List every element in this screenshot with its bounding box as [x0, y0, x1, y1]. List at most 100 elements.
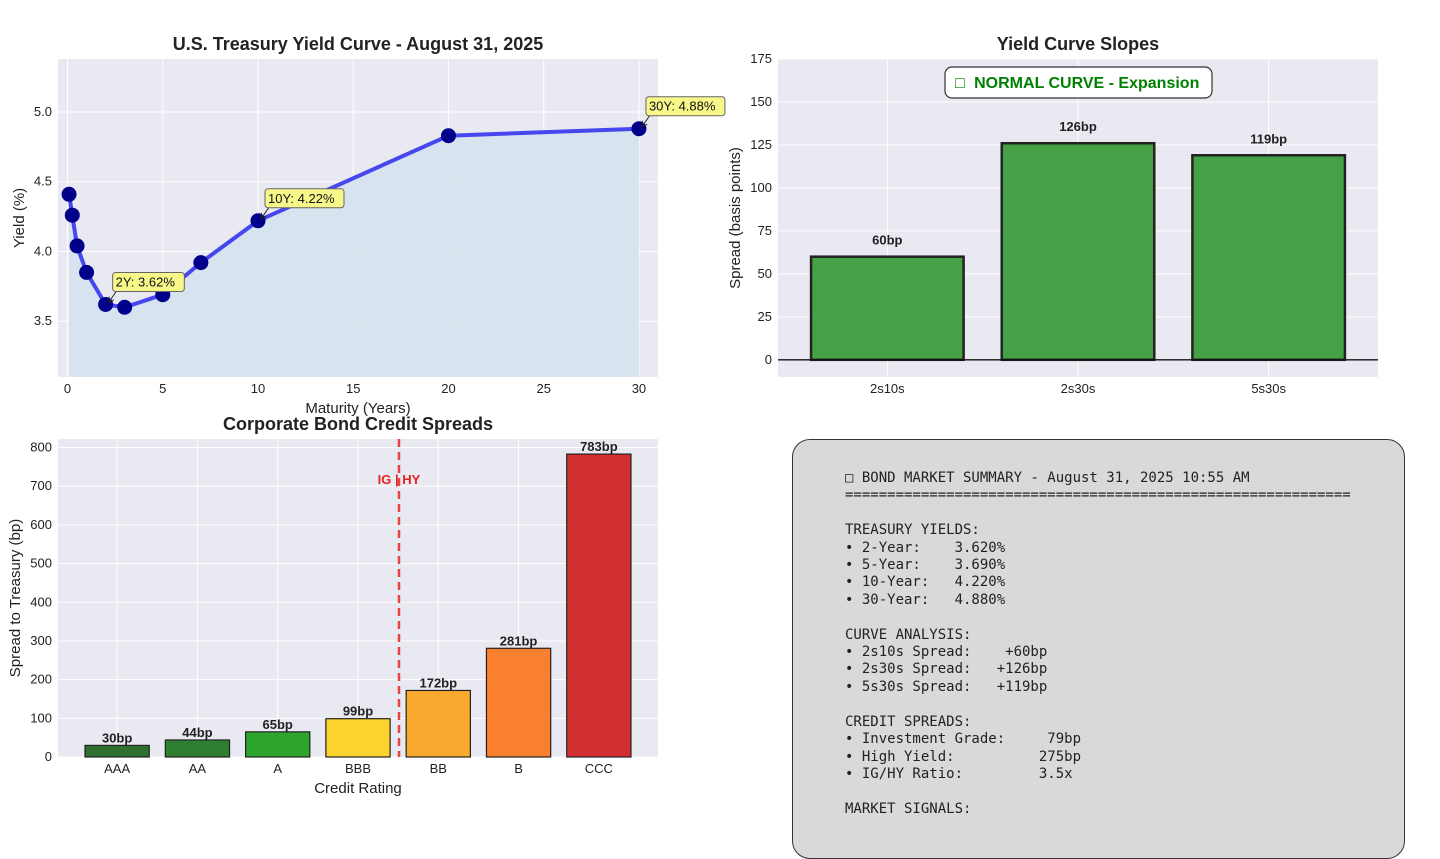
x-tick-label: 5s30s	[1251, 381, 1286, 396]
curve-slopes-y-label: Spread (basis points)	[727, 147, 744, 289]
data-point	[440, 128, 456, 144]
x-tick-label: 2s10s	[870, 381, 905, 396]
y-tick-label: 400	[30, 594, 52, 609]
y-tick-label: 50	[758, 266, 772, 281]
credit-spreads-y-ticks: 0 100 200 300 400 500 600 700 800	[30, 440, 52, 764]
yield-curve-x-ticks: 0 5 10 15 20 25 30	[64, 381, 646, 396]
summary-line: • 2s30s Spread: +126bp	[845, 661, 1048, 678]
x-tick-label: BBB	[345, 761, 371, 776]
yield-curve-panel: 0 5 10 15 20 25 30 3.5 4.0 4.5 5.0 2Y: 3.62% 10Y: …	[11, 34, 726, 417]
summary-line	[845, 696, 1351, 713]
y-tick-label: 3.5	[34, 313, 52, 328]
yield-curve-title: U.S. Treasury Yield Curve - August 31, 2…	[173, 34, 544, 54]
x-tick-label: 10	[251, 381, 265, 396]
summary-line: • High Yield: 275bp	[845, 748, 1082, 765]
y-tick-label: 4.0	[34, 243, 52, 258]
annotation-text: 30Y: 4.88%	[649, 99, 716, 114]
y-tick-label: 300	[30, 633, 52, 648]
credit-spreads-y-label: Spread to Treasury (bp)	[7, 519, 24, 677]
slope-bar	[809, 255, 965, 362]
data-point	[64, 207, 80, 223]
credit-spreads-x-label: Credit Rating	[314, 780, 402, 797]
y-tick-label: 800	[30, 440, 52, 455]
curve-slopes-y-ticks: 0 25 50 75 100 125 150 175	[750, 51, 772, 367]
x-tick-label: AAA	[104, 761, 130, 776]
x-tick-label: 2s30s	[1061, 381, 1096, 396]
annotation: 2Y: 3.62%	[109, 271, 185, 302]
spread-value-label: 65bp	[263, 717, 293, 732]
summary-line: • 10-Year: 4.220%	[845, 574, 1006, 591]
ig-hy-divider-label: IG | HY	[378, 472, 421, 487]
summary-line	[845, 505, 1351, 522]
slope-value-label: 126bp	[1059, 119, 1097, 134]
summary-line: CREDIT SPREADS:	[845, 713, 972, 730]
annotation: 10Y: 4.22%	[261, 188, 345, 219]
spread-bar	[164, 739, 231, 758]
y-tick-label: 4.5	[34, 174, 52, 189]
spread-bar	[566, 453, 632, 758]
spread-value-label: 99bp	[343, 704, 373, 719]
y-tick-label: 125	[750, 137, 772, 152]
y-tick-label: 100	[750, 180, 772, 195]
summary-line: MARKET SIGNALS:	[845, 800, 972, 817]
credit-spreads-bars: 30bp 44bp 65bp 99bp 172bp 281bp 783bp	[84, 439, 632, 758]
summary-line: • Investment Grade: 79bp	[845, 731, 1082, 748]
curve-status-badge: □ NORMAL CURVE - Expansion	[944, 66, 1213, 99]
summary-line	[845, 609, 1351, 626]
summary-line: • 30-Year: 4.880%	[845, 591, 1006, 608]
svg-text:□ NORMAL CURVE - Expan: □ NORMAL CURVE - Expansion	[955, 75, 1199, 92]
credit-spreads-x-ticks: AAA AA A BBB BB B CCC	[104, 761, 613, 776]
x-tick-label: 15	[346, 381, 360, 396]
summary-line: CURVE ANALYSIS:	[845, 626, 972, 643]
yield-curve-x-label: Maturity (Years)	[305, 400, 410, 417]
curve-slopes-title: Yield Curve Slopes	[997, 34, 1159, 54]
x-tick-label: 30	[632, 381, 646, 396]
curve-slopes-x-ticks: 2s10s 2s30s 5s30s	[870, 381, 1287, 396]
x-tick-label: 20	[441, 381, 455, 396]
y-tick-label: 25	[758, 309, 772, 324]
spread-bar	[84, 744, 150, 758]
data-point	[69, 238, 85, 254]
spread-value-label: 30bp	[102, 730, 132, 745]
x-tick-label: A	[273, 761, 282, 776]
summary-line: • 5s30s Spread: +119bp	[845, 678, 1048, 695]
spread-value-label: 783bp	[580, 439, 618, 454]
summary-line: • 2s10s Spread: +60bp	[845, 644, 1048, 661]
yield-curve-fill	[69, 128, 639, 377]
yield-curve-y-label: Yield (%)	[11, 188, 28, 248]
summary-line: • IG/HY Ratio: 3.5x	[845, 765, 1073, 782]
bond-market-summary-box: □ BOND MARKET SUMMARY - August 31, 2025 …	[792, 439, 1405, 859]
y-tick-label: 0	[45, 749, 52, 764]
summary-line: • 5-Year: 3.690%	[845, 557, 1006, 574]
x-tick-label: BB	[430, 761, 447, 776]
annotation-text: 2Y: 3.62%	[116, 274, 176, 289]
y-tick-label: 600	[30, 517, 52, 532]
badge-text: NORMAL CURVE - Expansion	[974, 75, 1199, 92]
spread-value-label: 44bp	[182, 725, 212, 740]
y-tick-label: 5.0	[34, 104, 52, 119]
curve-slopes-panel: 60bp 126bp 119bp 2s10s 2s30s 5s30s 0 25 50 75 10…	[727, 34, 1378, 396]
summary-line: • 2-Year: 3.620%	[845, 539, 1006, 556]
curve-slopes-bars: 60bp 126bp 119bp	[809, 119, 1347, 362]
slope-value-label: 119bp	[1250, 131, 1287, 146]
slope-bar	[1191, 154, 1347, 362]
dashboard-figure: 0 5 10 15 20 25 30 3.5 4.0 4.5 5.0 2Y: 3.62% 10Y: …	[7, 34, 1378, 797]
spread-bar	[245, 731, 311, 758]
spread-bar	[485, 647, 552, 758]
y-tick-label: 500	[30, 556, 52, 571]
summary-line: □ BOND MARKET SUMMARY - August 31, 2025 …	[845, 470, 1250, 486]
x-tick-label: AA	[189, 761, 207, 776]
x-tick-label: B	[514, 761, 523, 776]
y-tick-label: 100	[30, 710, 52, 725]
x-tick-label: 5	[159, 381, 166, 396]
yield-curve-y-ticks: 3.5 4.0 4.5 5.0	[34, 104, 52, 328]
spread-bar	[405, 689, 471, 758]
slope-value-label: 60bp	[872, 233, 902, 248]
y-tick-label: 200	[30, 672, 52, 687]
x-tick-label: 0	[64, 381, 71, 396]
y-tick-label: 175	[750, 51, 772, 66]
data-point	[117, 299, 133, 315]
y-tick-label: 700	[30, 478, 52, 493]
summary-line: ========================================…	[845, 487, 1351, 504]
